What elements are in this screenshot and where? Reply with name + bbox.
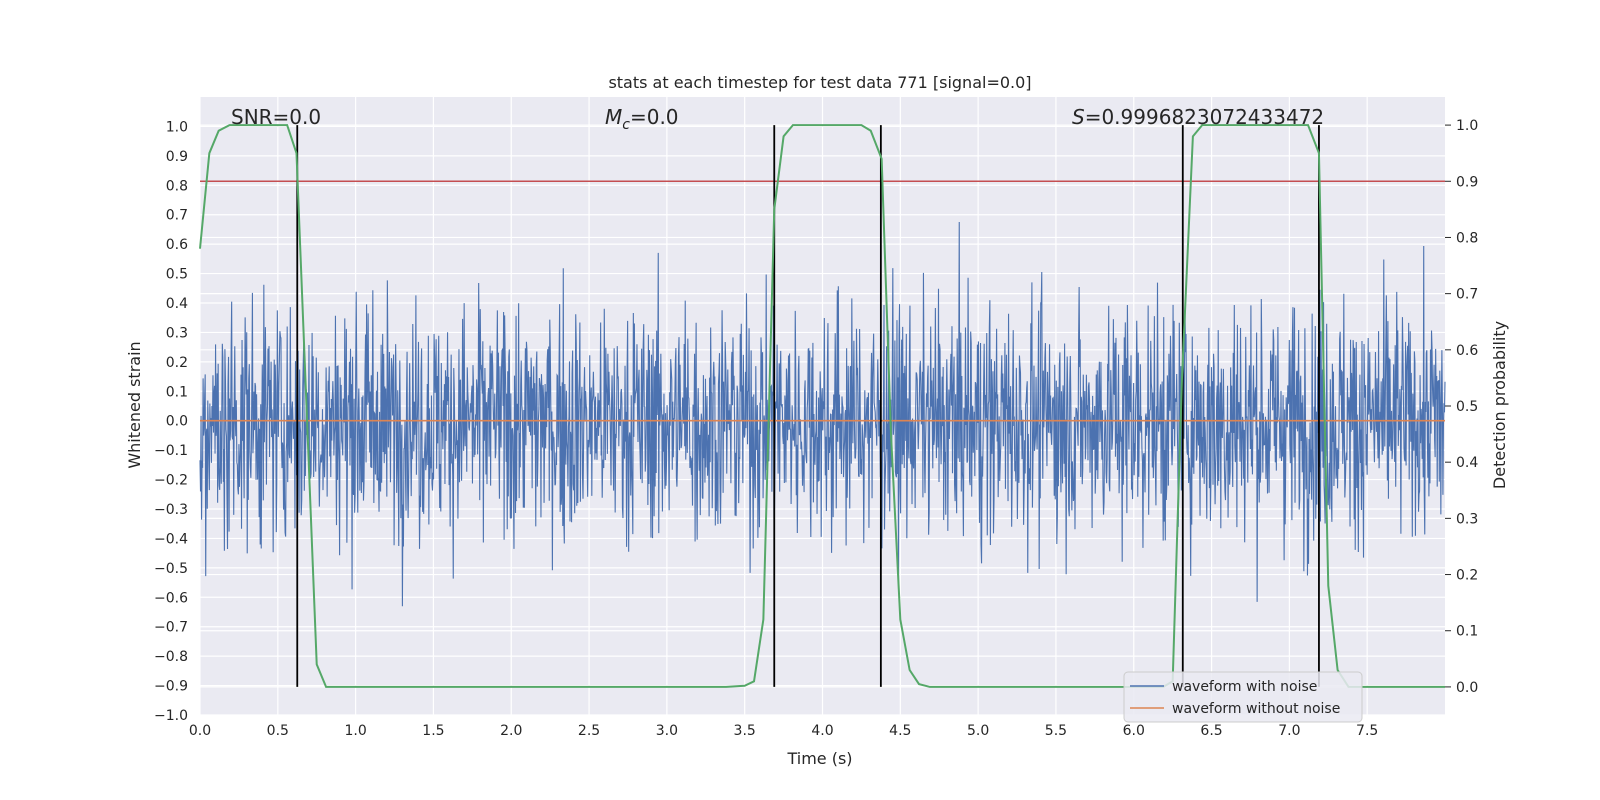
x-tick-label: 2.0: [500, 723, 522, 739]
x-tick-label: 0.0: [189, 723, 211, 739]
y-tick-label: −0.7: [154, 620, 188, 636]
x-tick-label: 5.5: [1045, 723, 1067, 739]
chart-title: stats at each timestep for test data 771…: [608, 73, 1031, 92]
y2-tick-label: 0.8: [1456, 230, 1478, 246]
y2-tick-label: 0.1: [1456, 624, 1478, 640]
y-tick-label: 0.4: [166, 296, 188, 312]
x-tick-label: 6.0: [1123, 723, 1145, 739]
y-tick-label: −0.2: [154, 473, 188, 489]
y-tick-label: −1.0: [154, 708, 188, 724]
y-tick-label: 0.5: [166, 267, 188, 283]
y-tick-label: 0.2: [166, 355, 188, 371]
y2-tick-label: 1.0: [1456, 118, 1478, 134]
x-tick-label: 7.0: [1278, 723, 1300, 739]
y-tick-label: −0.5: [154, 561, 188, 577]
y-tick-label: 0.1: [166, 384, 188, 400]
y-axis-ticks: −1.0 −0.9 −0.8 −0.7 −0.6 −0.5 −0.4 −0.3 −0.2 −0.1…: [154, 119, 188, 724]
x-tick-label: 2.5: [578, 723, 600, 739]
series-waveform-with-noise: [199, 222, 1446, 607]
annotation-snr: SNR=0.0: [231, 105, 321, 129]
y2-tick-label: 0.3: [1456, 511, 1478, 527]
y-tick-label: 0.8: [166, 178, 188, 194]
x-tick-label: 5.0: [967, 723, 989, 739]
detection-probability-line: [199, 124, 1445, 688]
legend-label-clean: waveform without noise: [1172, 701, 1340, 717]
annotation-chirp-mass: Mc=0.0: [605, 105, 679, 133]
y-tick-label: 0.0: [166, 414, 188, 430]
y2-axis-ticks: 0.0 0.1 0.2 0.3 0.4 0.5 0.6 0.7 0.8 0.9 1.0: [1445, 118, 1478, 696]
y-tick-label: −0.3: [154, 502, 188, 518]
legend: waveform with noise waveform without noi…: [1123, 671, 1363, 723]
legend-box: [1123, 671, 1363, 723]
y-tick-label: 1.0: [166, 119, 188, 135]
x-tick-label: 3.5: [734, 723, 756, 739]
overlay-lines: [200, 125, 1445, 687]
annotation-score: S=0.9996823072433472: [1072, 105, 1324, 129]
y2-tick-label: 0.2: [1456, 568, 1478, 584]
y-tick-label: 0.3: [166, 325, 188, 341]
y2-tick-label: 0.7: [1456, 287, 1478, 303]
y2-axis-label: Detection probability: [1490, 321, 1509, 489]
y2-tick-label: 0.6: [1456, 343, 1478, 359]
y-tick-label: 0.7: [166, 208, 188, 224]
x-tick-label: 4.5: [889, 723, 911, 739]
x-tick-label: 3.0: [656, 723, 678, 739]
x-tick-label: 6.5: [1200, 723, 1222, 739]
y-axis-label: Whitened strain: [125, 341, 144, 468]
x-tick-label: 1.0: [344, 723, 366, 739]
y-tick-label: −0.9: [154, 679, 188, 695]
y2-tick-label: 0.4: [1456, 455, 1478, 471]
legend-label-noise: waveform with noise: [1172, 679, 1317, 695]
y-tick-label: 0.9: [166, 149, 188, 165]
x-tick-label: 7.5: [1356, 723, 1378, 739]
waveform-with-noise-line: [199, 222, 1446, 607]
y-tick-label: −0.1: [154, 443, 188, 459]
x-tick-label: 1.5: [422, 723, 444, 739]
y-tick-label: −0.4: [154, 531, 188, 547]
x-tick-label: 4.0: [811, 723, 833, 739]
y-tick-label: −0.8: [154, 649, 188, 665]
y2-tick-label: 0.5: [1456, 399, 1478, 415]
y2-tick-label: 0.9: [1456, 174, 1478, 190]
y2-tick-label: 0.0: [1456, 680, 1478, 696]
x-axis-label: Time (s): [786, 749, 852, 768]
x-axis-ticks: 0.0 0.5 1.0 1.5 2.0 2.5 3.0 3.5 4.0 4.5 5.0 5.5 6.0 6…: [189, 723, 1378, 739]
y-tick-label: 0.6: [166, 237, 188, 253]
series-detection-probability: [199, 124, 1445, 688]
x-tick-label: 0.5: [267, 723, 289, 739]
y-tick-label: −0.6: [154, 590, 188, 606]
